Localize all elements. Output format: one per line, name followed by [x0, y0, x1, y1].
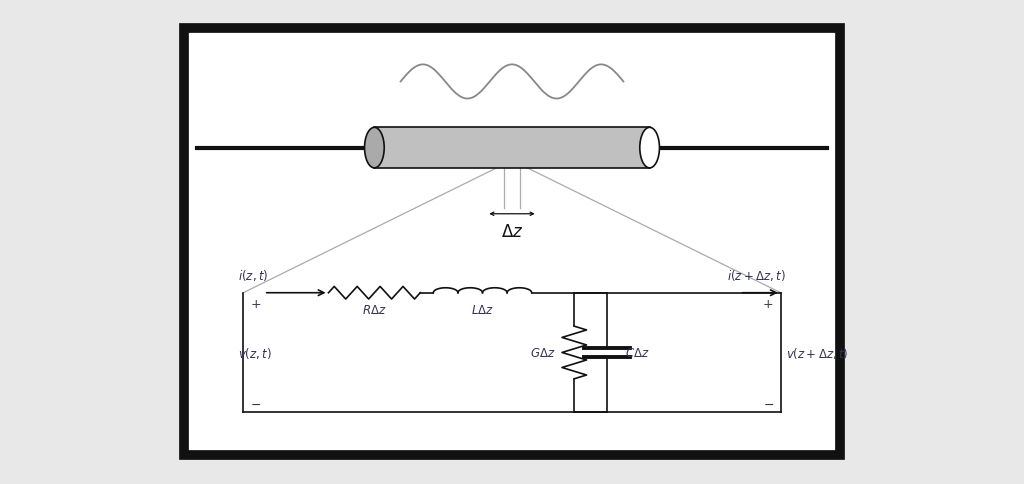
- Ellipse shape: [640, 128, 659, 168]
- Text: $\Delta z$: $\Delta z$: [501, 223, 523, 241]
- Text: $-$: $-$: [250, 397, 261, 410]
- Text: $-$: $-$: [763, 397, 774, 410]
- Text: +: +: [763, 297, 774, 310]
- Text: +: +: [250, 297, 261, 310]
- Text: $v(z + \Delta z, t)$: $v(z + \Delta z, t)$: [785, 345, 849, 360]
- Text: $i(z, t)$: $i(z, t)$: [239, 268, 268, 283]
- Text: $i(z +\Delta z, t)$: $i(z +\Delta z, t)$: [727, 268, 785, 283]
- Text: $G\Delta z$: $G\Delta z$: [530, 346, 556, 359]
- Bar: [375, 128, 649, 168]
- Text: $C\Delta z$: $C\Delta z$: [626, 346, 650, 359]
- Text: $L\Delta z$: $L\Delta z$: [471, 304, 494, 317]
- Bar: [184, 29, 840, 455]
- Ellipse shape: [365, 128, 384, 168]
- Text: $v(z, t)$: $v(z, t)$: [239, 345, 272, 360]
- Text: $R\Delta z$: $R\Delta z$: [362, 304, 387, 317]
